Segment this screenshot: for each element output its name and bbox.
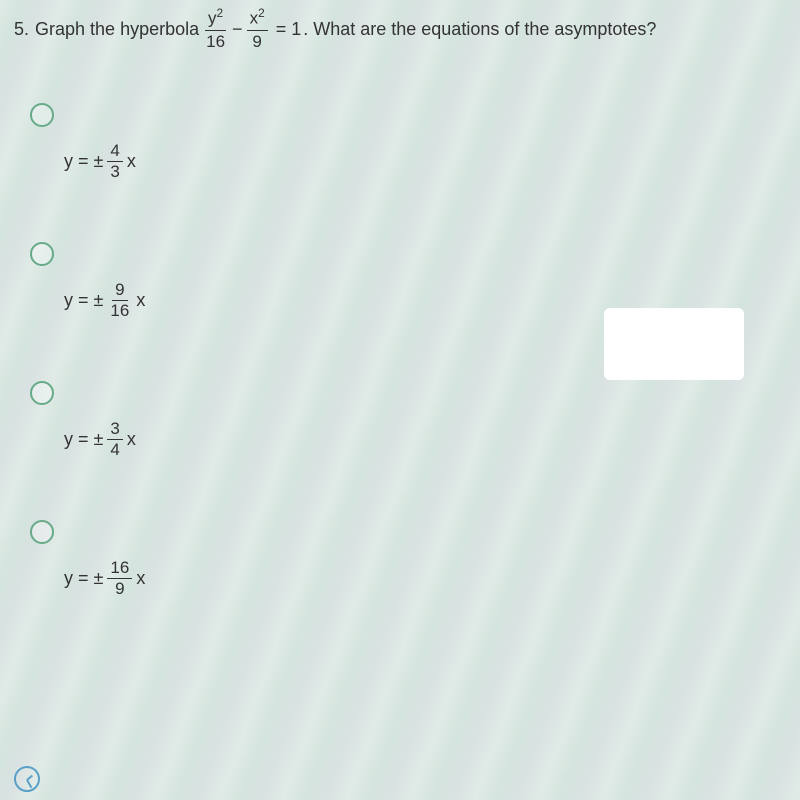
radio-icon[interactable] — [30, 103, 54, 127]
fraction-2: x2 9 — [247, 6, 268, 53]
option-a[interactable]: y = ± 4 3 x — [30, 103, 786, 182]
question-number: 5. — [14, 18, 29, 41]
question-suffix: . What are the equations of the asymptot… — [303, 18, 656, 41]
fraction-1: y2 16 — [203, 6, 228, 53]
question-equation: y2 16 − x2 9 = 1 — [199, 6, 301, 53]
option-d[interactable]: y = ± 16 9 x — [30, 520, 786, 599]
radio-icon[interactable] — [30, 242, 54, 266]
option-c-equation: y = ± 3 4 x — [30, 419, 786, 460]
radio-icon[interactable] — [30, 381, 54, 405]
option-a-equation: y = ± 4 3 x — [30, 141, 786, 182]
white-patch — [604, 308, 744, 380]
clock-icon — [14, 766, 40, 792]
question-text: 5. Graph the hyperbola y2 16 − x2 9 = 1 … — [14, 6, 786, 53]
question-prefix: Graph the hyperbola — [35, 18, 199, 41]
option-c[interactable]: y = ± 3 4 x — [30, 381, 786, 460]
radio-icon[interactable] — [30, 520, 54, 544]
option-d-equation: y = ± 16 9 x — [30, 558, 786, 599]
